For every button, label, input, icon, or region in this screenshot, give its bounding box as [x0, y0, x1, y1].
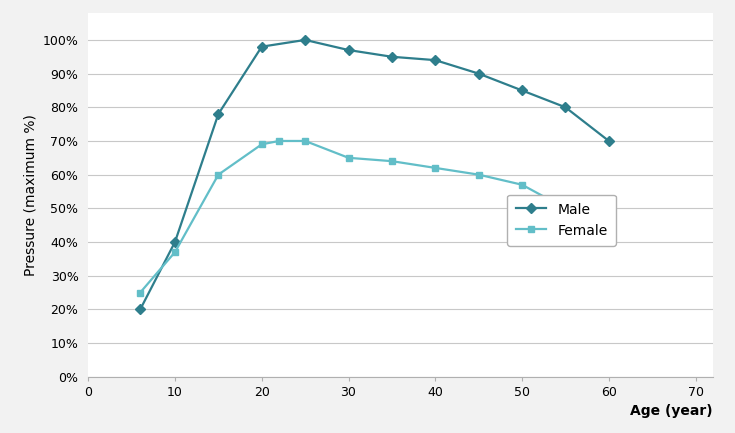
Male	[517, 88, 526, 93]
Line: Male: Male	[137, 36, 612, 313]
Female	[561, 206, 570, 211]
Female	[136, 290, 145, 295]
Female	[301, 139, 309, 144]
Male	[301, 37, 309, 42]
Female	[257, 142, 266, 147]
Female	[387, 158, 396, 164]
Male	[214, 111, 223, 116]
Male	[474, 71, 483, 76]
Female	[474, 172, 483, 177]
Male	[344, 48, 353, 53]
Legend: Male, Female: Male, Female	[507, 194, 616, 246]
Female	[275, 139, 284, 144]
Female	[431, 165, 440, 171]
Male	[136, 307, 145, 312]
Male	[257, 44, 266, 49]
Y-axis label: Pressure (maximum %): Pressure (maximum %)	[23, 114, 37, 276]
Male	[431, 58, 440, 63]
Male	[171, 239, 179, 245]
Line: Female: Female	[137, 138, 612, 296]
X-axis label: Age (year): Age (year)	[631, 404, 713, 418]
Male	[604, 139, 613, 144]
Male	[561, 105, 570, 110]
Female	[171, 249, 179, 255]
Female	[344, 155, 353, 160]
Male	[387, 54, 396, 59]
Female	[214, 172, 223, 177]
Female	[604, 219, 613, 224]
Female	[517, 182, 526, 187]
